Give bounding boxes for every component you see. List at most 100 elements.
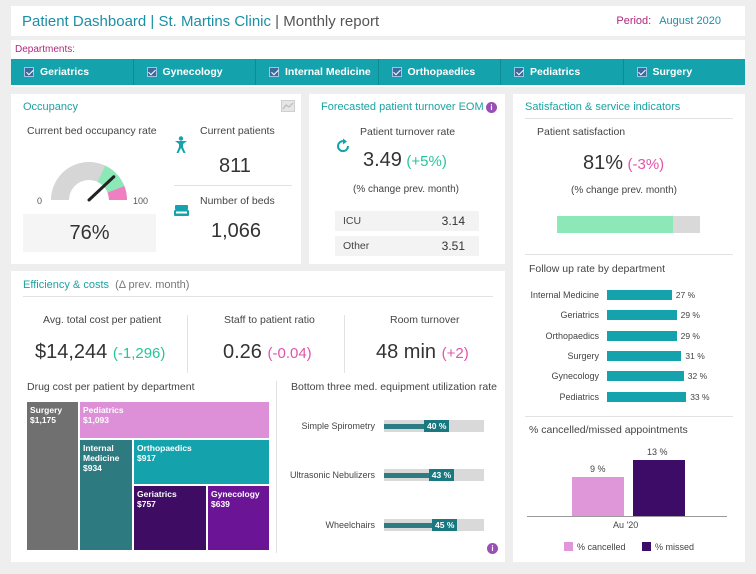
drug-cost-treemap: Surgery $1,175 Pediatrics $1,093 Internal …: [26, 401, 270, 551]
followup-dept-label: Geriatrics: [560, 310, 599, 321]
followup-row: Gynecology 32 %: [513, 368, 745, 384]
followup-bar[interactable]: [607, 371, 684, 382]
page-title: Patient Dashboard | St. Martins Clinic |…: [22, 13, 380, 30]
patient-satisfaction-value: 81%: [583, 152, 624, 174]
satisfaction-change-note: (% change prev. month): [571, 185, 677, 196]
equipment-bar-track: 45 %: [384, 519, 484, 531]
period-value: August 2020: [659, 15, 721, 27]
equipment-bar-track: 43 %: [384, 469, 484, 481]
period-label: Period:: [616, 15, 652, 27]
followup-row: Orthopaedics 29 %: [513, 328, 745, 344]
followup-value-label: 31 %: [685, 350, 705, 361]
patient-satisfaction-change: (-3%): [627, 156, 665, 173]
legend-missed: % missed: [655, 542, 695, 552]
checkbox-icon[interactable]: [146, 67, 157, 77]
followup-value-label: 29 %: [680, 330, 700, 341]
info-icon[interactable]: i: [487, 543, 498, 554]
refresh-icon: [337, 138, 350, 153]
cancel-legend: % cancelled % missed: [564, 542, 694, 552]
forecast-row-icu: ICU 3.14: [335, 211, 479, 231]
checkbox-icon[interactable]: [636, 67, 647, 77]
info-icon[interactable]: i: [486, 102, 497, 113]
person-icon: [175, 136, 187, 153]
occupancy-title: Occupancy: [23, 101, 79, 113]
followup-bar[interactable]: [607, 391, 687, 402]
followup-bar[interactable]: [607, 330, 677, 341]
equipment-label: Simple Spirometry: [301, 421, 375, 431]
treemap-cell-pediatrics[interactable]: Pediatrics $1,093: [79, 401, 270, 439]
turnover-label: Patient turnover rate: [360, 126, 456, 138]
divider: [187, 315, 188, 373]
equipment-bar[interactable]: [384, 473, 453, 478]
efficiency-title: Efficiency & costs (Δ prev. month): [23, 279, 190, 291]
occupancy-rate-value: 76%: [23, 214, 156, 252]
departments-label: Departments:: [15, 44, 76, 55]
dept-filter-geriatrics[interactable]: Geriatrics: [11, 59, 134, 85]
satisfaction-panel: Satisfaction & service indicators Patien…: [513, 94, 745, 562]
gauge-alert-arc: [107, 186, 127, 200]
treemap-cell-internal-medicine[interactable]: Internal Medicine $934: [79, 439, 133, 551]
followup-dept-label: Surgery: [567, 350, 599, 361]
divider: [525, 118, 733, 119]
equipment-bar[interactable]: [384, 523, 456, 528]
gauge-needle: [87, 175, 116, 202]
image-icon[interactable]: [281, 100, 295, 112]
divider: [525, 416, 733, 417]
followup-row: Pediatrics 33 %: [513, 389, 745, 405]
treemap-cell-gynecology[interactable]: Gynecology $639: [207, 485, 270, 551]
treemap-cell-surgery[interactable]: Surgery $1,175: [26, 401, 79, 551]
dept-filter-surgery[interactable]: Surgery: [624, 59, 746, 85]
checkbox-icon[interactable]: [514, 67, 524, 77]
followup-row: Internal Medicine 27 %: [513, 287, 745, 303]
equipment-value-label: 45 %: [432, 519, 458, 531]
followup-dept-label: Orthopaedics: [545, 330, 599, 341]
followup-value-label: 29 %: [680, 310, 700, 321]
turnover-value: 3.49: [363, 149, 402, 171]
departments-filter: Departments: Geriatrics Gynecology Inter…: [11, 40, 745, 87]
legend-swatch-missed: [642, 542, 652, 551]
cancelled-bar: [572, 477, 624, 516]
satisfaction-title: Satisfaction & service indicators: [525, 101, 681, 113]
current-patients-value: 811: [219, 155, 251, 177]
bed-icon: [174, 205, 189, 216]
turnover-value-line: 3.49 (+5%): [363, 149, 447, 172]
checkbox-icon[interactable]: [269, 67, 279, 77]
equipment-value-label: 43 %: [428, 469, 455, 481]
equipment-bar[interactable]: [384, 424, 448, 429]
patient-satisfaction-line: 81% (-3%): [583, 152, 664, 175]
equipment-title: Bottom three med. equipment utilization …: [291, 381, 498, 393]
satisfaction-bar: [557, 216, 700, 233]
dept-filter-orthopaedics[interactable]: Orthopaedics: [379, 59, 501, 85]
dept-filter-internal-medicine[interactable]: Internal Medicine: [256, 59, 379, 85]
checkbox-icon[interactable]: [391, 67, 402, 77]
followup-bar[interactable]: [607, 290, 672, 300]
divider: [344, 315, 345, 373]
dept-filter-pediatrics[interactable]: Pediatrics: [501, 59, 624, 85]
followup-bar[interactable]: [607, 350, 682, 361]
followup-row: Surgery 31 %: [513, 348, 745, 364]
followup-dept-label: Internal Medicine: [530, 290, 599, 300]
missed-bar-label: 13 %: [647, 447, 668, 458]
treemap-cell-geriatrics[interactable]: Geriatrics $757: [133, 485, 207, 551]
divider: [174, 185, 292, 186]
followup-bar[interactable]: [607, 310, 677, 321]
dept-filter-gynecology[interactable]: Gynecology: [134, 59, 256, 85]
forecast-panel: Forecasted patient turnover EOM i Patien…: [309, 94, 505, 264]
forecast-row-other: Other 3.51: [335, 236, 479, 256]
treemap-cell-orthopaedics[interactable]: Orthopaedics $917: [133, 439, 270, 485]
gauge-max: 100: [133, 196, 149, 206]
number-of-beds-value: 1,066: [211, 220, 262, 242]
cancel-title: % cancelled/missed appointments: [529, 424, 688, 436]
followup-row: Geriatrics 29 %: [513, 307, 745, 323]
legend-swatch-cancelled: [564, 542, 573, 551]
turnover-change: (+5%): [406, 153, 447, 170]
header-bar: Patient Dashboard | St. Martins Clinic |…: [11, 6, 745, 36]
kpi-room-turnover: 48 min (+2): [376, 341, 469, 363]
forecast-title: Forecasted patient turnover EOM: [321, 101, 484, 113]
checkbox-icon[interactable]: [24, 67, 34, 77]
period-indicator: Period: August 2020: [616, 15, 721, 27]
cancel-category: Au '20: [613, 520, 639, 530]
equipment-bar-track: 40 %: [384, 420, 484, 432]
kpi-avg-cost: $14,244 (-1,296): [35, 341, 166, 363]
followup-value-label: 27 %: [675, 290, 696, 300]
